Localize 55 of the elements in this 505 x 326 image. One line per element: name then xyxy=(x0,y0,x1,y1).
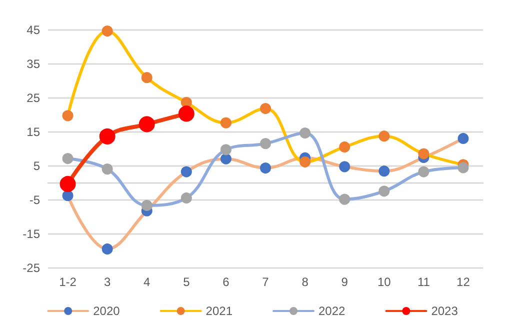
point xyxy=(60,176,76,192)
point xyxy=(178,106,194,122)
point xyxy=(260,103,271,114)
x-tick-label: 6 xyxy=(222,275,230,289)
x-tick-label: 9 xyxy=(341,275,348,289)
point xyxy=(418,148,430,160)
point xyxy=(260,162,271,174)
point xyxy=(339,141,350,152)
point xyxy=(339,194,350,205)
point xyxy=(378,130,390,142)
legend-label: 2023 xyxy=(431,304,458,318)
legend-label: 2022 xyxy=(318,304,346,318)
point xyxy=(141,72,152,84)
x-tick-label: 4 xyxy=(144,275,151,289)
y-tick-label: 35 xyxy=(26,57,40,71)
point xyxy=(458,162,469,174)
point xyxy=(260,138,271,150)
point xyxy=(102,26,113,37)
point xyxy=(220,117,232,128)
point xyxy=(102,164,113,175)
point xyxy=(102,243,113,254)
point xyxy=(141,200,152,211)
point xyxy=(458,132,469,144)
x-tick-label: 10 xyxy=(377,275,392,289)
point xyxy=(138,116,155,132)
point xyxy=(62,153,74,164)
y-tick-label: -25 xyxy=(22,261,40,275)
point xyxy=(62,190,74,202)
point xyxy=(220,153,232,164)
x-tick-label: 12 xyxy=(456,275,470,289)
x-tick-label: 3 xyxy=(104,275,111,289)
x-tick-label: 7 xyxy=(262,275,270,289)
y-tick-label: -15 xyxy=(22,227,40,241)
legend-label: 2021 xyxy=(206,304,233,318)
point xyxy=(339,161,350,172)
x-tick-label: 11 xyxy=(417,275,430,289)
x-tick-label: 8 xyxy=(302,275,309,289)
point xyxy=(300,128,311,139)
point xyxy=(99,128,116,144)
y-tick-label: -5 xyxy=(29,193,40,207)
y-tick-label: 15 xyxy=(26,125,40,139)
point xyxy=(62,110,74,122)
y-tick-label: 45 xyxy=(26,23,40,37)
point xyxy=(220,144,232,156)
point xyxy=(180,166,192,178)
point xyxy=(300,156,311,168)
x-tick-label: 5 xyxy=(183,275,190,289)
point xyxy=(418,166,430,178)
point xyxy=(180,192,192,204)
y-tick-label: 25 xyxy=(26,91,40,105)
point xyxy=(378,186,390,197)
y-tick-label: 5 xyxy=(33,159,40,173)
legend-label: 2020 xyxy=(93,304,120,318)
x-tick-label: 1-2 xyxy=(59,275,77,289)
point xyxy=(378,166,390,177)
